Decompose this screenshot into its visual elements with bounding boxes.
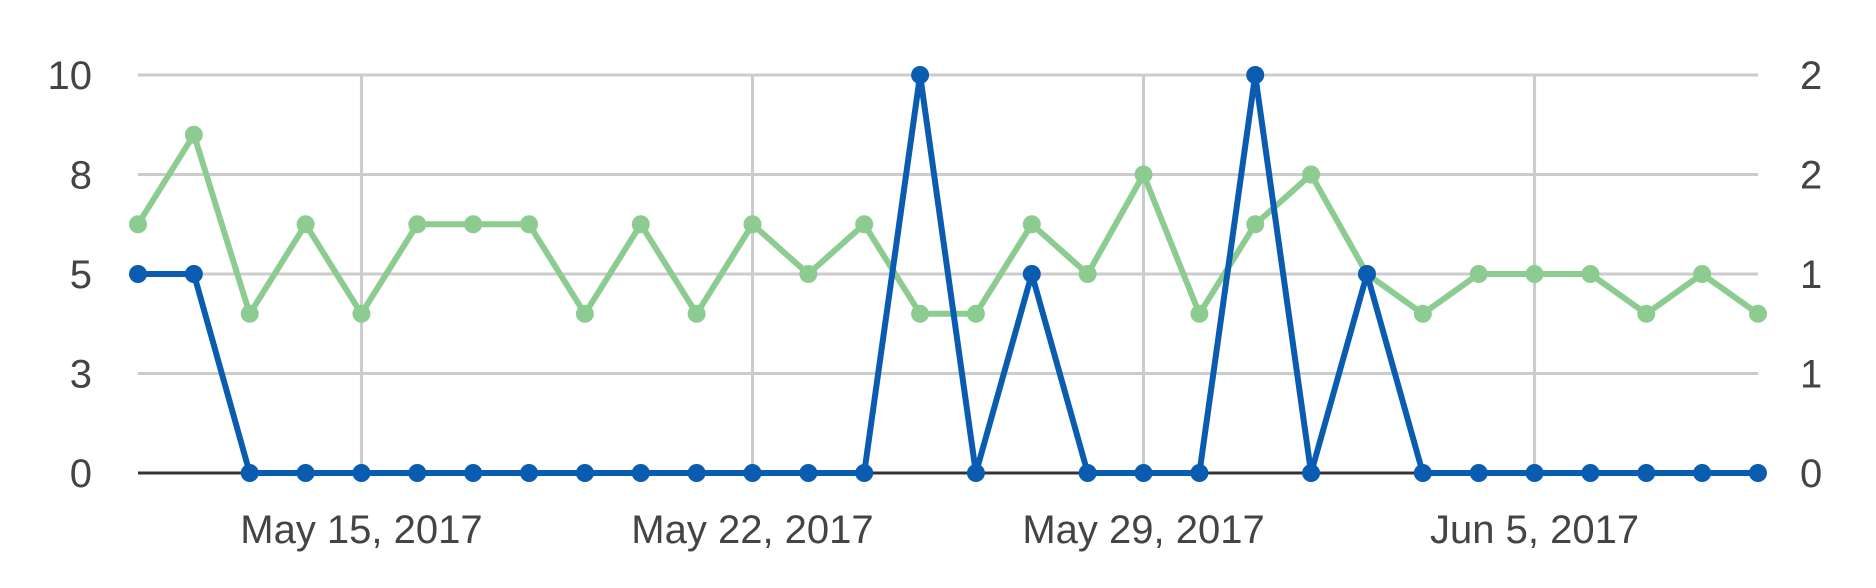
series-1-point (520, 215, 539, 234)
axis-labels: 0 3 5 8 10 0 1 1 2 2 May 15, 2017 May 22, 2017 May 2… (48, 54, 1823, 552)
series-2-point (352, 464, 371, 482)
series-1-point (966, 304, 985, 323)
series-1-point (1302, 165, 1321, 184)
series-2-point (520, 464, 539, 482)
series-1-point (799, 265, 818, 283)
series-2-point (1134, 464, 1153, 482)
series-2-point (1469, 464, 1488, 482)
series-1-point (1693, 265, 1712, 283)
series-2-point (1357, 265, 1376, 283)
series-1-point (1469, 265, 1488, 283)
series-2-point (408, 464, 427, 482)
y-right-tick-label: 2 (1800, 54, 1822, 98)
series-1-point (1525, 265, 1544, 283)
series-2-point (855, 464, 874, 482)
series-1-point (687, 304, 706, 323)
series-2-point (1581, 464, 1600, 482)
series-1-point (1246, 215, 1265, 234)
series-1-point (1022, 215, 1041, 234)
series-2-point (184, 265, 203, 283)
series-1-point (1190, 304, 1209, 323)
x-tick-label: May 29, 2017 (1022, 508, 1264, 552)
series-2-point (1413, 464, 1432, 482)
x-tick-label: Jun 5, 2017 (1430, 508, 1639, 552)
y-right-tick-label: 0 (1800, 452, 1822, 496)
series-1-point (240, 304, 259, 323)
series-1-point (911, 304, 930, 323)
series-2-line (135, 72, 1761, 476)
series-1-point (1134, 165, 1153, 184)
series-2-point (1693, 464, 1712, 482)
series-1-point (296, 215, 315, 234)
series-2-point (799, 464, 818, 482)
series-1-point (129, 215, 147, 234)
series-2-point (966, 464, 985, 482)
series-1-point (408, 215, 427, 234)
series-2-point (129, 265, 147, 283)
series-1-point (1078, 265, 1097, 283)
series-2-point (296, 464, 315, 482)
y-right-tick-label: 2 (1800, 154, 1822, 198)
series-1-point (184, 125, 203, 144)
series-1-point (1749, 304, 1767, 323)
series-1-point (631, 215, 650, 234)
x-tick-label: May 15, 2017 (240, 508, 482, 552)
series-1-point (1581, 265, 1600, 283)
series-1-line (135, 131, 1761, 317)
series-2-point (464, 464, 483, 482)
series-2-point (911, 66, 930, 84)
series-2-point (1525, 464, 1544, 482)
series-2-point (1078, 464, 1097, 482)
y-left-tick-label: 5 (70, 253, 92, 297)
series-2-point (631, 464, 650, 482)
y-left-tick-label: 8 (70, 154, 92, 198)
series-1-point (464, 215, 483, 234)
series-2-point (1190, 464, 1209, 482)
y-left-tick-label: 10 (48, 54, 93, 98)
series-2-point (1246, 66, 1265, 84)
series-1 (129, 125, 1767, 323)
series-1-point (1637, 304, 1656, 323)
x-tick-label: May 22, 2017 (631, 508, 873, 552)
series-layer (129, 66, 1767, 482)
series-1-point (1413, 304, 1432, 323)
series-1-point (743, 215, 762, 234)
series-2-point (240, 464, 259, 482)
series-1-point (855, 215, 874, 234)
series-2-point (575, 464, 594, 482)
series-1-point (575, 304, 594, 323)
y-left-tick-label: 3 (70, 353, 92, 397)
series-2-point (1302, 464, 1321, 482)
series-1-point (352, 304, 371, 323)
series-2-point (1022, 265, 1041, 283)
y-right-tick-label: 1 (1800, 253, 1822, 297)
series-2-point (743, 464, 762, 482)
series-2-point (1749, 464, 1767, 482)
series-2 (129, 66, 1767, 482)
series-2-point (1637, 464, 1656, 482)
y-left-tick-label: 0 (70, 452, 92, 496)
series-2-point (687, 464, 706, 482)
y-right-tick-label: 1 (1800, 353, 1822, 397)
